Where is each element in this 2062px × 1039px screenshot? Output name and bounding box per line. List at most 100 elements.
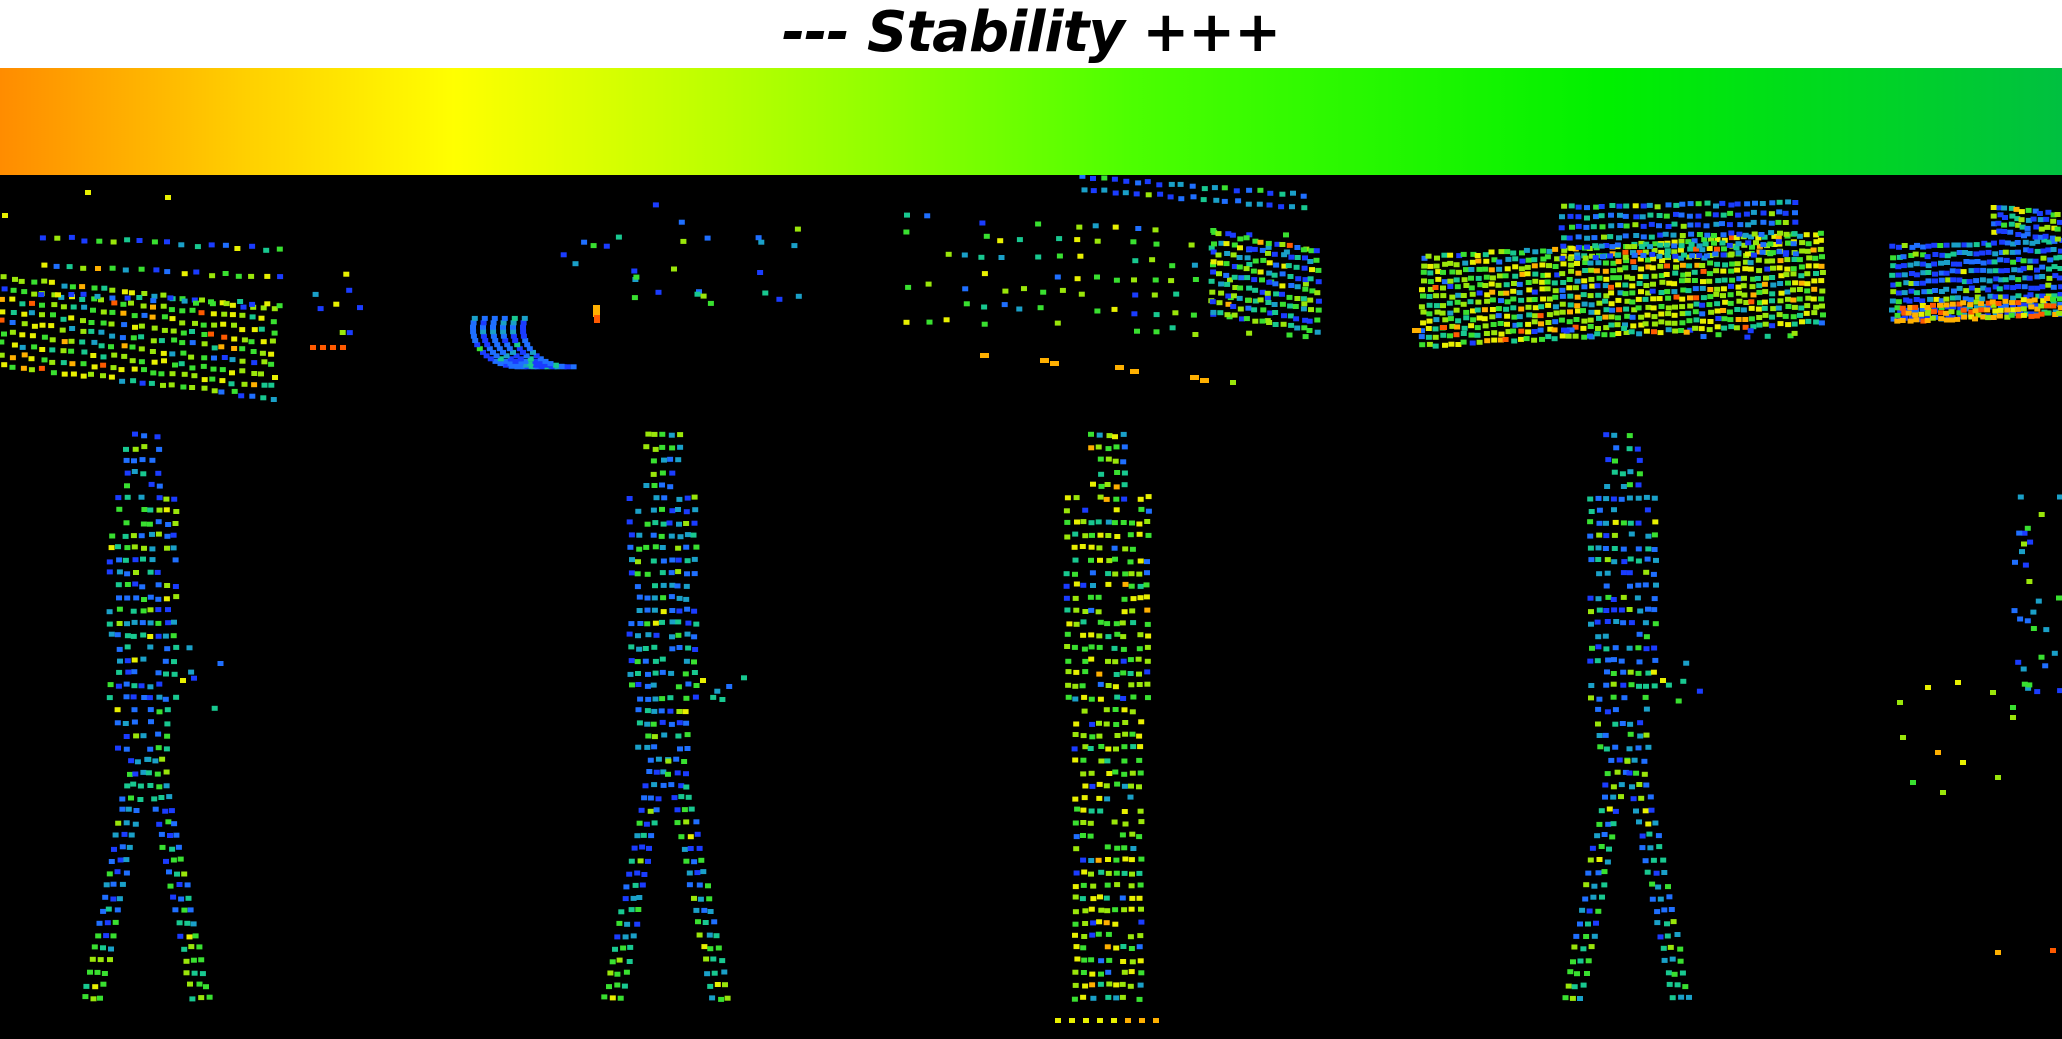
point	[2010, 705, 2016, 710]
point	[681, 807, 688, 813]
point	[1121, 707, 1128, 713]
point	[1426, 318, 1433, 324]
point	[1156, 182, 1163, 188]
point	[110, 933, 117, 939]
point	[1686, 254, 1692, 260]
point	[1301, 325, 1308, 331]
point	[2044, 303, 2051, 309]
point	[210, 366, 217, 372]
point	[1933, 296, 1940, 302]
point	[1901, 243, 1908, 248]
point	[119, 378, 126, 384]
point	[1901, 310, 1908, 316]
point	[701, 907, 708, 913]
point	[494, 342, 501, 348]
point	[627, 544, 634, 550]
point	[19, 344, 26, 350]
point	[1673, 202, 1680, 208]
point	[558, 363, 565, 369]
point	[1512, 273, 1519, 279]
point	[1245, 201, 1252, 207]
point	[926, 319, 933, 325]
point	[58, 294, 65, 300]
point	[681, 846, 688, 852]
point	[1122, 821, 1129, 827]
point	[1152, 227, 1159, 233]
point	[634, 659, 641, 665]
point	[165, 195, 171, 200]
point	[31, 279, 38, 285]
point	[1764, 258, 1771, 264]
point	[1743, 211, 1750, 217]
pedestrian-cloud-3	[1055, 431, 1159, 1023]
point	[1720, 268, 1727, 274]
point	[1798, 264, 1805, 270]
point	[2002, 298, 2009, 304]
point	[1607, 234, 1614, 240]
point	[1990, 302, 1997, 308]
point	[1610, 694, 1617, 700]
point	[1208, 278, 1215, 284]
point	[21, 289, 28, 295]
point	[1088, 445, 1095, 451]
point	[1612, 519, 1619, 525]
point	[1252, 258, 1259, 264]
point	[1598, 844, 1605, 849]
point	[1283, 232, 1289, 238]
point	[1987, 293, 1994, 299]
point	[1649, 265, 1656, 271]
point	[1595, 721, 1601, 727]
point	[1103, 721, 1110, 727]
point	[147, 607, 154, 613]
point	[2057, 266, 2062, 271]
point	[1230, 380, 1236, 385]
point	[1064, 631, 1071, 637]
point	[1648, 221, 1655, 227]
point	[70, 304, 77, 310]
point	[173, 694, 180, 700]
point	[1098, 758, 1105, 764]
point	[1121, 758, 1128, 764]
point	[1635, 482, 1642, 488]
point	[156, 483, 163, 489]
point	[1728, 283, 1734, 289]
point	[1583, 934, 1590, 939]
point	[141, 433, 148, 439]
point	[667, 456, 674, 462]
point	[1642, 321, 1649, 327]
point	[1645, 257, 1651, 263]
point	[1687, 222, 1694, 228]
point	[125, 806, 132, 812]
point	[1088, 808, 1095, 814]
point	[1442, 317, 1449, 323]
point	[1295, 276, 1302, 282]
point	[1476, 266, 1483, 272]
point	[1624, 274, 1631, 280]
point	[190, 921, 197, 927]
point	[1088, 520, 1095, 526]
point	[1679, 320, 1686, 326]
point	[229, 370, 235, 376]
point	[1113, 672, 1120, 677]
point	[1985, 287, 1992, 293]
point	[1695, 201, 1702, 207]
point	[29, 333, 36, 339]
point	[1453, 277, 1460, 283]
point	[1144, 658, 1151, 664]
point	[128, 758, 135, 764]
point	[229, 357, 236, 363]
point	[2051, 650, 2058, 656]
point	[1252, 287, 1259, 293]
point	[1949, 301, 1956, 307]
point	[1120, 670, 1127, 676]
point	[1088, 557, 1094, 563]
point	[1608, 301, 1615, 307]
point	[2027, 258, 2034, 264]
point	[1602, 283, 1609, 289]
point	[121, 831, 128, 837]
point	[1243, 266, 1250, 272]
point	[1595, 706, 1602, 712]
point	[1433, 293, 1440, 299]
point	[138, 683, 145, 689]
point	[1145, 532, 1152, 538]
